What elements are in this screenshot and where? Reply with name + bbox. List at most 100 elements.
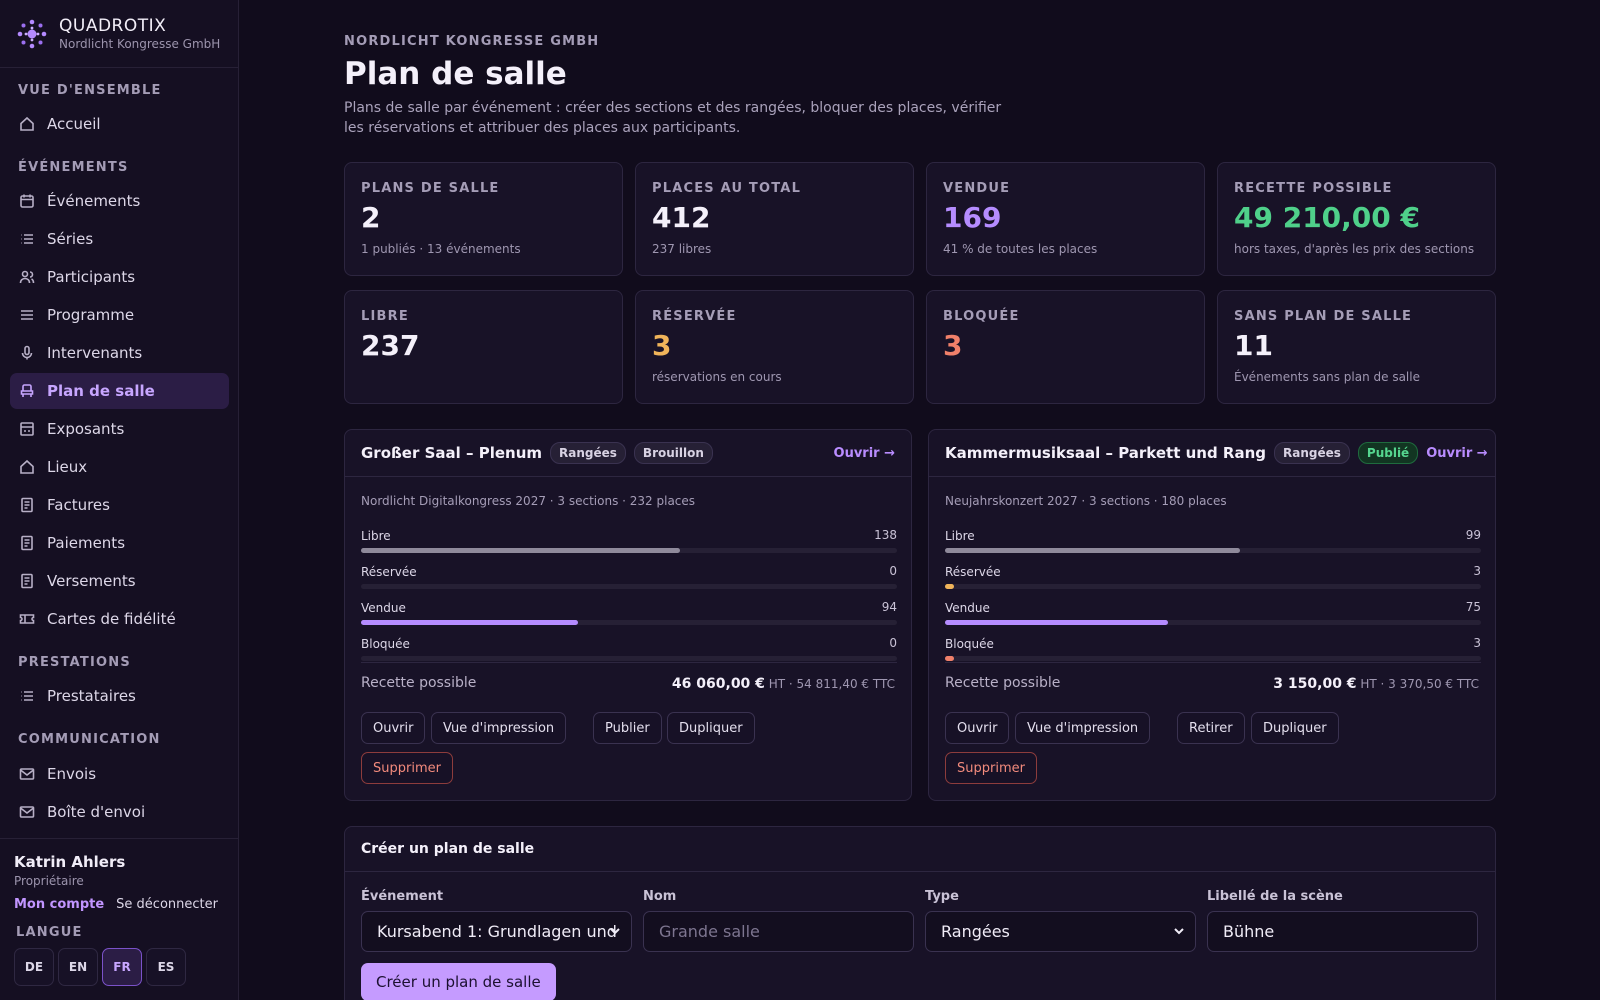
action-button-1[interactable]: Vue d'impression <box>431 712 567 744</box>
revenue-value: 3 150,00 € HT · 3 370,50 € TTC <box>1273 676 1479 692</box>
language-button-de[interactable]: DE <box>14 948 54 986</box>
sidebar-item-label: Accueil <box>47 115 101 133</box>
calendar-icon <box>20 194 34 208</box>
sidebar-item-seating[interactable]: Plan de salle <box>10 373 229 409</box>
divider <box>361 662 897 663</box>
language-button-en[interactable]: EN <box>58 948 98 986</box>
name-label: Nom <box>643 889 677 904</box>
revenue-ttc: HT · 54 811,40 € TTC <box>764 677 895 691</box>
revenue-label: Recette possible <box>945 675 1061 691</box>
bar-value: 99 <box>1465 528 1481 542</box>
bar-fill <box>361 548 680 553</box>
sidebar-item-venues[interactable]: Lieux <box>10 449 229 485</box>
stage-input[interactable]: Bühne <box>1207 911 1478 952</box>
stat-subtext: hors taxes, d'après les prix des section… <box>1234 242 1475 256</box>
action-button-3[interactable]: Dupliquer <box>667 712 755 744</box>
open-link[interactable]: Ouvrir → <box>1426 445 1488 461</box>
language-button-fr[interactable]: FR <box>102 948 142 986</box>
event-select-value: Kursabend 1: Grundlagen und <box>377 922 617 941</box>
user-panel: Katrin Ahlers Propriétaire Mon compte Se… <box>0 838 239 912</box>
mail-icon <box>19 806 35 818</box>
create-plan-button[interactable]: Créer un plan de salle <box>361 963 556 1000</box>
sidebar-item-home[interactable]: Accueil <box>10 106 229 142</box>
stat-subtext: 1 publiés · 13 événements <box>361 242 521 256</box>
nav-section-overview: VUE D'ENSEMBLE <box>18 83 162 98</box>
bar-track <box>945 584 1481 589</box>
sidebar-item-events[interactable]: Événements <box>10 183 229 219</box>
list-icon <box>21 234 33 244</box>
revenue-label: Recette possible <box>361 675 477 691</box>
sidebar-item-label: Lieux <box>47 458 88 476</box>
bar-fill <box>945 620 1169 625</box>
sidebar-item-label: Plan de salle <box>47 382 155 400</box>
stat-label: BLOQUÉE <box>943 309 1020 324</box>
type-badge: Rangées <box>1274 442 1350 464</box>
action-button-1[interactable]: Vue d'impression <box>1015 712 1151 744</box>
sidebar: QUADROTIX Nordlicht Kongresse GmbH VUE D… <box>0 0 239 1000</box>
sidebar-item-invoices[interactable]: Factures <box>10 487 229 523</box>
stat-value: 49 210,00 € <box>1234 201 1420 234</box>
sidebar-item-speakers[interactable]: Intervenants <box>10 335 229 371</box>
sidebar-item-providers[interactable]: Prestataires <box>10 678 229 714</box>
sidebar-item-outbox[interactable]: Boîte d'envoi <box>10 794 229 830</box>
chevron-down-icon <box>610 928 620 935</box>
action-button-2[interactable]: Retirer <box>1177 712 1245 744</box>
open-link[interactable]: Ouvrir → <box>833 445 895 461</box>
card-header: Großer Saal – Plenum Rangées Brouillon Ouvr… <box>345 430 911 477</box>
sidebar-item-exhibitors[interactable]: Exposants <box>10 411 229 447</box>
stat-card: LIBRE 237 <box>344 290 623 404</box>
seat-bar-libre: Libre 99 <box>945 528 1481 554</box>
sidebar-item-participants[interactable]: Participants <box>10 259 229 295</box>
menu-icon <box>21 310 33 320</box>
bar-track <box>361 584 897 589</box>
plan-meta: Neujahrskonzert 2027 · 3 sections · 180 … <box>945 494 1227 508</box>
stat-label: PLANS DE SALLE <box>361 181 500 196</box>
bar-label: Libre <box>361 529 391 543</box>
card-header: Kammermusiksaal – Parkett und Rang Rangée… <box>929 430 1495 477</box>
delete-button[interactable]: Supprimer <box>361 752 453 784</box>
divider <box>945 662 1481 663</box>
status-badge: Publié <box>1357 442 1419 464</box>
logout-link[interactable]: Se déconnecter <box>116 897 218 912</box>
seat-bar-libre: Libre 138 <box>361 528 897 554</box>
bar-value: 75 <box>1465 600 1481 614</box>
stat-subtext: Événements sans plan de salle <box>1234 370 1420 384</box>
sidebar-item-payments[interactable]: Paiements <box>10 525 229 561</box>
org-label: NORDLICHT KONGRESSE GMBH <box>344 34 600 49</box>
users-icon <box>19 270 35 284</box>
bar-label: Réservée <box>945 565 1001 579</box>
seat-bar-bloquée: Bloquée 3 <box>945 636 1481 662</box>
home-icon <box>20 116 34 131</box>
sidebar-item-label: Boîte d'envoi <box>47 803 146 821</box>
sidebar-item-program[interactable]: Programme <box>10 297 229 333</box>
seating-plan-card: Großer Saal – Plenum Rangées Brouillon Ouvr… <box>344 429 912 801</box>
revenue-ht: 46 060,00 € <box>671 676 765 692</box>
account-link[interactable]: Mon compte <box>14 897 105 912</box>
brand-org: Nordlicht Kongresse GmbH <box>59 36 221 51</box>
bar-value: 0 <box>889 636 897 650</box>
sidebar-item-label: Cartes de fidélité <box>47 610 176 628</box>
stat-label: LIBRE <box>361 309 409 324</box>
stat-card: BLOQUÉE 3 <box>926 290 1205 404</box>
brand[interactable]: QUADROTIX Nordlicht Kongresse GmbH <box>0 0 238 68</box>
type-select[interactable]: Rangées <box>925 911 1196 952</box>
sidebar-item-label: Intervenants <box>47 344 143 362</box>
delete-button[interactable]: Supprimer <box>945 752 1037 784</box>
stat-label: PLACES AU TOTAL <box>652 181 802 196</box>
stage-label: Libellé de la scène <box>1207 889 1343 904</box>
microphone-icon <box>21 345 33 360</box>
name-input[interactable]: Grande salle <box>643 911 914 952</box>
action-button-0[interactable]: Ouvrir <box>945 712 1010 744</box>
event-select[interactable]: Kursabend 1: Grundlagen und <box>361 911 632 952</box>
action-button-0[interactable]: Ouvrir <box>361 712 426 744</box>
language-button-es[interactable]: ES <box>146 948 186 986</box>
sidebar-item-mailings[interactable]: Envois <box>10 756 229 792</box>
bar-value: 94 <box>881 600 897 614</box>
type-select-value: Rangées <box>941 922 1010 941</box>
sidebar-item-series[interactable]: Séries <box>10 221 229 257</box>
sidebar-item-label: Séries <box>47 230 94 248</box>
action-button-2[interactable]: Publier <box>593 712 662 744</box>
action-button-3[interactable]: Dupliquer <box>1251 712 1339 744</box>
sidebar-item-loyalty[interactable]: Cartes de fidélité <box>10 601 229 637</box>
sidebar-item-payouts[interactable]: Versements <box>10 563 229 599</box>
